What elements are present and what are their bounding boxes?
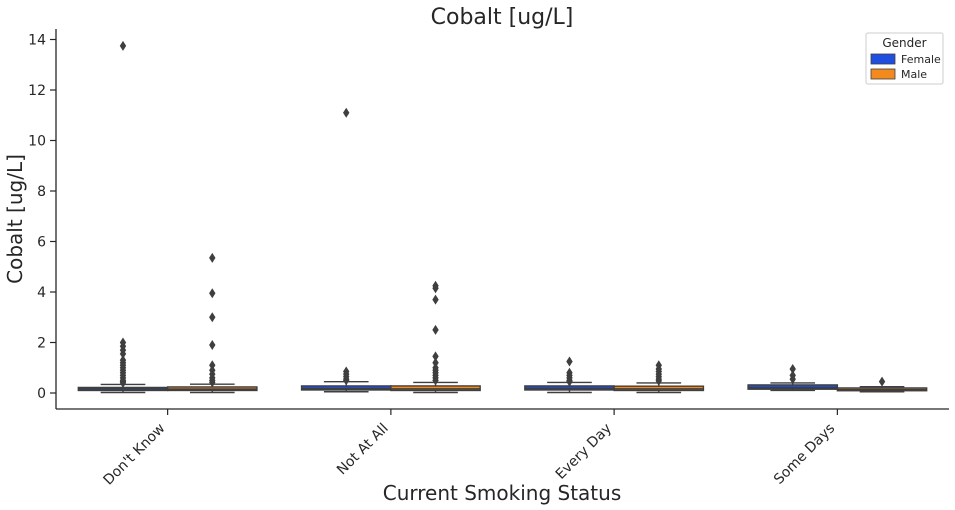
plot-area: 0 2 4 6 8 10 12 14 Don't Know Not At All Every Day… [28, 29, 949, 488]
legend-label: Female [901, 53, 941, 66]
outlier-point [432, 324, 439, 335]
box-female-1 [300, 107, 392, 393]
legend-swatch [870, 68, 896, 80]
legend: Gender Female Male [865, 32, 944, 85]
box-male-1 [390, 280, 481, 394]
outlier-point [209, 340, 216, 351]
outlier-point [432, 375, 439, 386]
box-male-2 [613, 360, 705, 394]
outlier-point [432, 294, 439, 305]
legend-label: Male [901, 68, 927, 81]
y-tick-label: 14 [28, 33, 46, 49]
box-male-0 [166, 252, 258, 394]
outlier-point [343, 375, 350, 386]
box-female-0 [77, 40, 169, 394]
y-tick-label: 12 [28, 83, 46, 99]
legend-title: Gender [882, 36, 926, 50]
box-male-3 [836, 376, 928, 393]
outlier-point [432, 351, 439, 362]
y-tick-label: 8 [37, 184, 46, 200]
x-tick-label: Every Day [553, 421, 615, 483]
outlier-point [209, 312, 216, 323]
outlier-point [119, 40, 127, 51]
y-tick-label: 0 [37, 386, 46, 402]
outlier-point [343, 107, 350, 118]
outlier-point [209, 377, 216, 388]
outlier-point [789, 374, 796, 385]
outlier-point [432, 357, 439, 368]
x-axis-title: Current Smoking Status [383, 481, 622, 505]
outlier-point [209, 288, 216, 299]
outlier-point [432, 283, 439, 294]
y-tick-label: 2 [37, 336, 46, 352]
outlier-point [119, 377, 127, 388]
chart-title: Cobalt [ug/L] [431, 5, 574, 30]
outlier-point [655, 375, 662, 386]
x-tick-label: Some Days [771, 421, 838, 488]
x-tick-label: Don't Know [101, 421, 169, 489]
y-tick-label: 4 [37, 285, 46, 301]
y-tick-label: 6 [37, 235, 46, 251]
outlier-point [209, 252, 216, 263]
box-female-2 [524, 356, 615, 394]
y-tick-label: 10 [28, 134, 46, 150]
outlier-point [789, 364, 796, 375]
y-axis-title: Cobalt [ug/L] [3, 154, 27, 284]
legend-swatch [870, 53, 896, 65]
outlier-point [209, 360, 216, 371]
outlier-point [878, 376, 886, 387]
box-female-3 [747, 364, 839, 392]
outlier-point [119, 348, 127, 359]
x-tick-label: Not At All [334, 421, 392, 479]
outlier-point [566, 376, 573, 387]
outlier-point [566, 356, 573, 367]
